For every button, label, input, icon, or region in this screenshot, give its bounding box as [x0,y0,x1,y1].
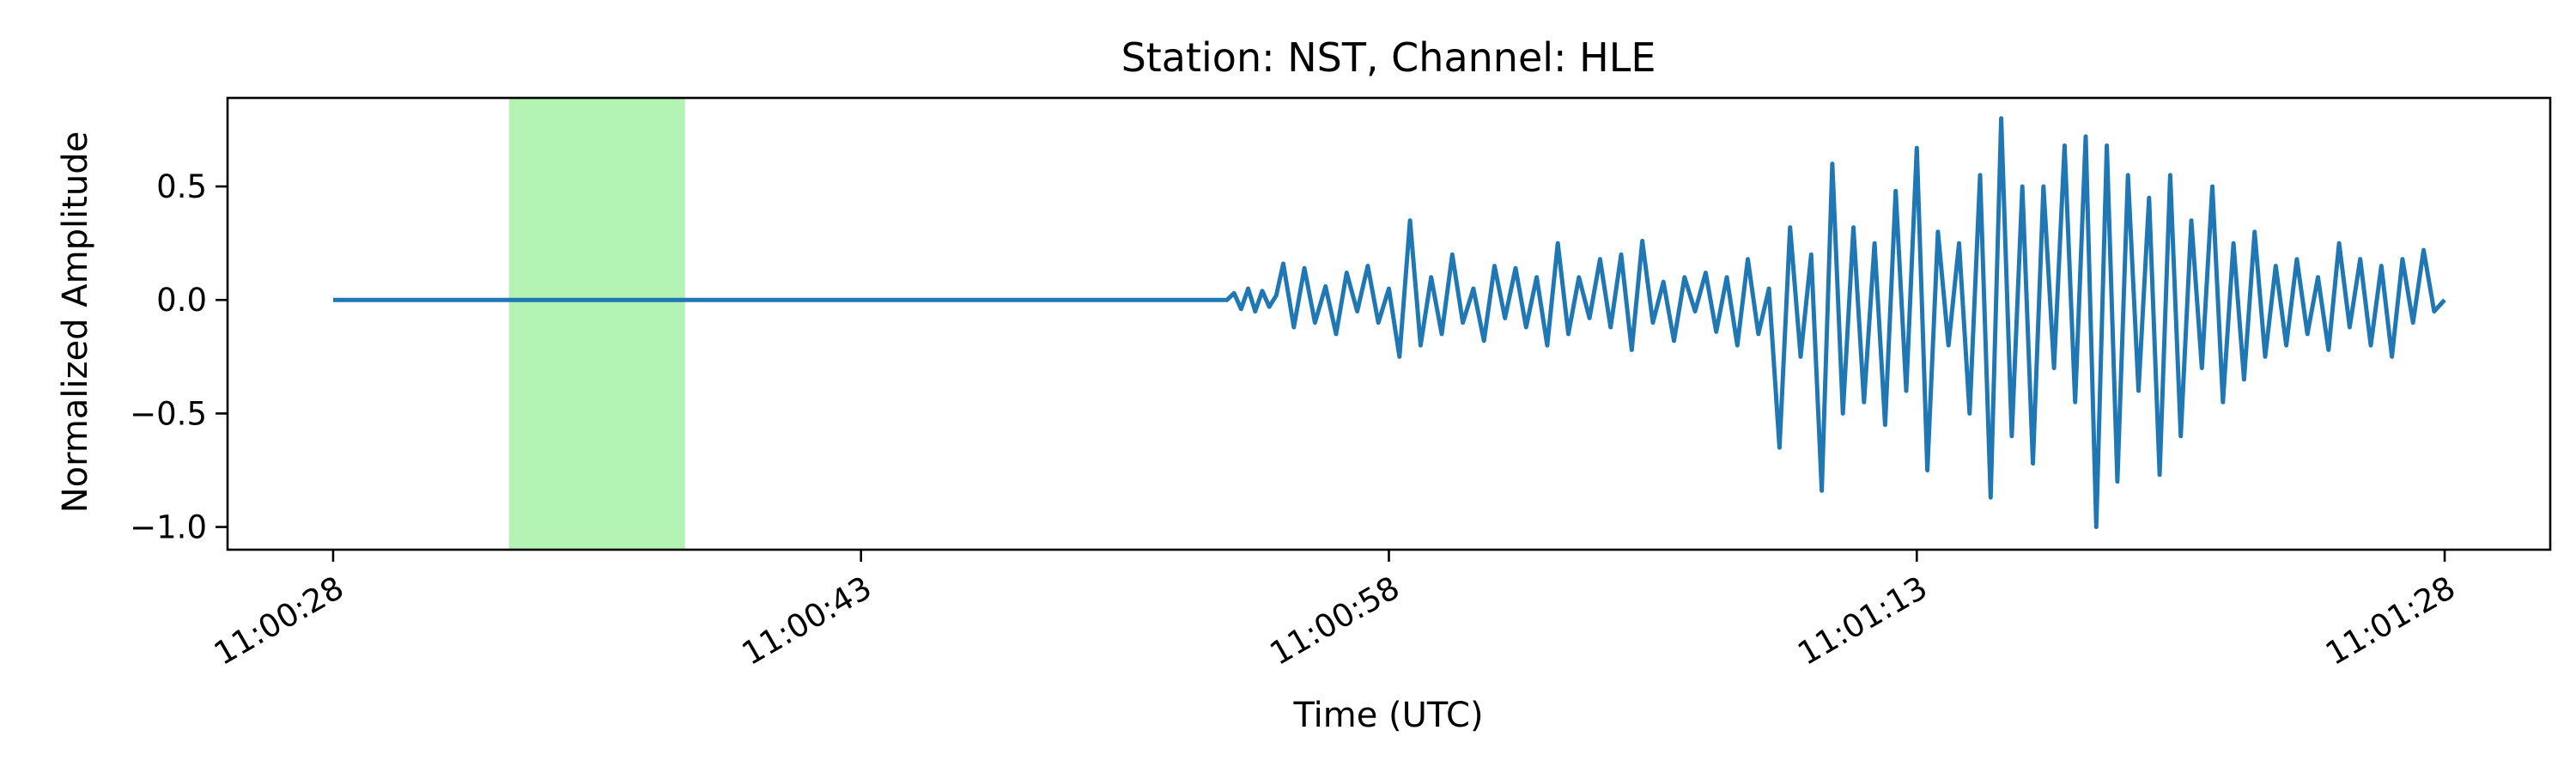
y-tick-label: 0.5 [156,168,207,205]
plot-area [226,96,2552,551]
y-tick-label: −1.0 [130,509,207,546]
highlight-span [508,98,685,550]
x-axis-title: Time (UTC) [1292,696,1483,735]
series-group [333,116,2446,530]
waveform-line-0 [333,116,2446,530]
y-axis-title: Normalized Amplitude [56,131,95,514]
chart-title: Station: NST, Channel: HLE [1121,34,1656,81]
y-tick-label: −0.5 [130,395,207,432]
y-tick-label: 0.0 [156,282,207,319]
y-axis: −1.0 −0.5 0.0 0.5 [130,168,228,546]
